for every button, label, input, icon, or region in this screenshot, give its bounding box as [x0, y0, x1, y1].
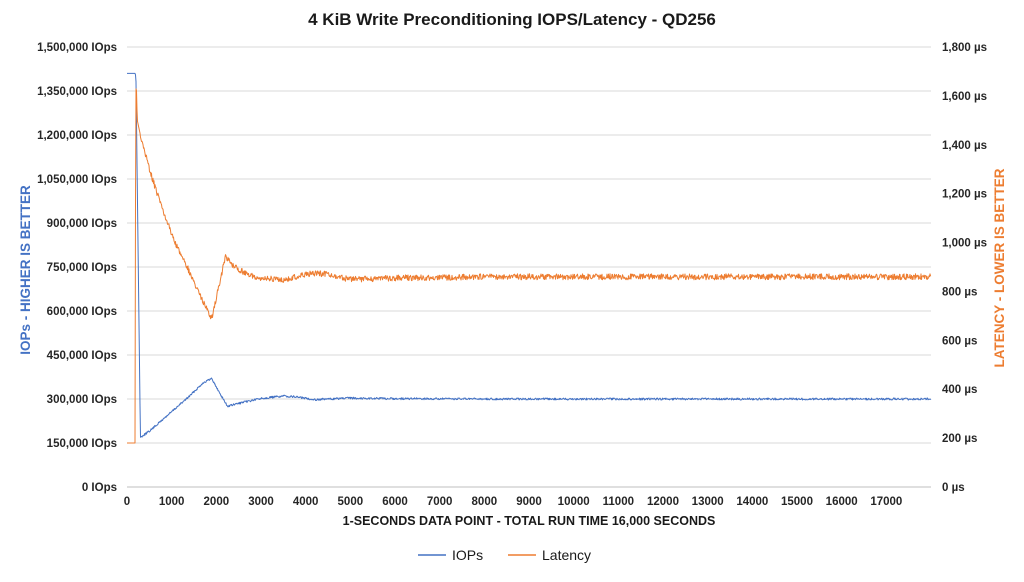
left-tick-label: 450,000 IOps: [47, 350, 117, 362]
iops-series-line: [127, 72, 932, 438]
latency-series-line: [127, 88, 932, 444]
right-tick-label: 800 µs: [942, 286, 977, 298]
x-tick-label: 4000: [293, 496, 319, 508]
left-tick-label: 1,500,000 IOps: [37, 42, 117, 54]
right-tick-label: 200 µs: [942, 433, 977, 445]
x-tick-label: 17000: [870, 496, 902, 508]
right-tick-label: 1,000 µs: [942, 238, 987, 250]
x-tick-label: 2000: [204, 496, 230, 508]
x-tick-label: 11000: [603, 496, 634, 508]
left-tick-label: 600,000 IOps: [47, 306, 117, 318]
chart-title: 4 KiB Write Preconditioning IOPS/Latency…: [308, 10, 716, 29]
right-tick-label: 1,600 µs: [942, 91, 987, 103]
x-tick-label: 9000: [516, 496, 542, 508]
right-axis-ticks: 0 µs 200 µs 400 µs 600 µs 800 µs 1,000 µs 1,20…: [942, 42, 987, 494]
x-tick-label: 10000: [558, 496, 590, 508]
left-tick-label: 750,000 IOps: [47, 262, 117, 274]
x-tick-label: 8000: [472, 496, 498, 508]
x-tick-label: 5000: [338, 496, 364, 508]
right-tick-label: 1,200 µs: [942, 189, 987, 201]
left-tick-label: 1,050,000 IOps: [37, 174, 117, 186]
legend-latency-label: Latency: [542, 547, 591, 563]
gridlines: [127, 46, 931, 444]
left-axis-ticks: 0 IOps 150,000 IOps 300,000 IOps 450,000 IO…: [37, 42, 117, 494]
left-tick-label: 0 IOps: [82, 482, 117, 494]
legend-iops-label: IOPs: [452, 547, 483, 563]
x-tick-label: 15000: [781, 496, 813, 508]
legend: IOPs Latency: [418, 547, 591, 563]
x-tick-label: 6000: [382, 496, 408, 508]
right-tick-label: 1,400 µs: [942, 140, 987, 152]
x-tick-label: 16000: [826, 496, 858, 508]
left-axis-label: IOPs - HIGHER IS BETTER: [18, 185, 33, 355]
x-tick-label: 3000: [248, 496, 274, 508]
left-tick-label: 1,350,000 IOps: [37, 86, 117, 98]
x-tick-label: 13000: [692, 496, 724, 508]
series-layer: [127, 72, 932, 444]
left-tick-label: 150,000 IOps: [47, 438, 117, 450]
right-tick-label: 0 µs: [942, 482, 965, 494]
x-tick-label: 14000: [736, 496, 768, 508]
x-tick-label: 1000: [159, 496, 185, 508]
x-tick-label: 7000: [427, 496, 453, 508]
x-tick-label: 0: [124, 496, 130, 508]
left-tick-label: 300,000 IOps: [47, 394, 117, 406]
left-tick-label: 900,000 IOps: [47, 218, 117, 230]
right-tick-label: 600 µs: [942, 335, 977, 347]
right-axis-label: LATENCY - LOWER IS BETTER: [992, 168, 1007, 367]
left-tick-label: 1,200,000 IOps: [37, 130, 117, 142]
x-axis-ticks: 0 1000 2000 3000 4000 5000 6000 7000 8000 9000 100…: [124, 496, 903, 508]
x-axis-label: 1-SECONDS DATA POINT - TOTAL RUN TIME 16…: [343, 514, 716, 528]
x-tick-label: 12000: [647, 496, 679, 508]
right-tick-label: 1,800 µs: [942, 42, 987, 54]
right-tick-label: 400 µs: [942, 384, 977, 396]
